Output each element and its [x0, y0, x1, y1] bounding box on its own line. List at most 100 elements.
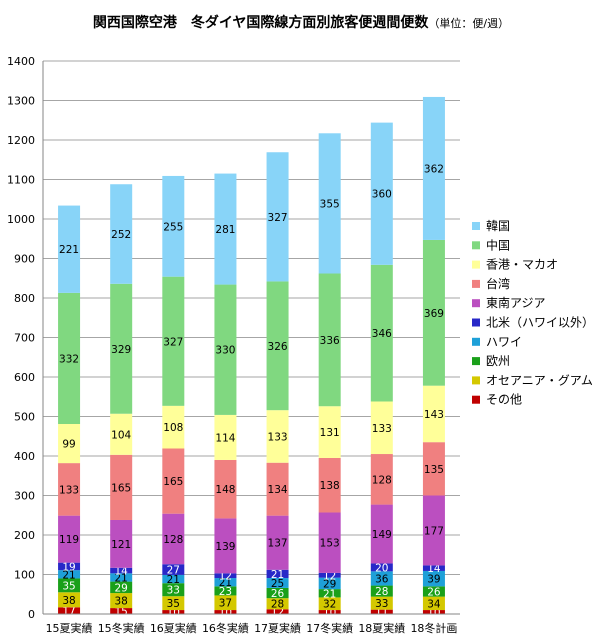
bar-segment: [110, 573, 133, 582]
data-label: 336: [320, 335, 340, 347]
data-label: 39: [427, 574, 440, 586]
bar-segment: [162, 276, 185, 406]
bar-segment: [58, 562, 81, 571]
bar-segment: [422, 239, 445, 386]
y-tick-label: 900: [14, 253, 35, 266]
y-tick-label: 300: [14, 490, 35, 503]
y-tick-label: 200: [14, 529, 35, 542]
bar-segment: [266, 281, 289, 411]
bar-segment: [58, 424, 81, 464]
legend-swatch: [472, 318, 480, 327]
bar-segment: [266, 598, 289, 610]
legend-label: 東南アジア: [486, 295, 546, 310]
data-label: 327: [268, 212, 288, 224]
bar-segment: [58, 463, 81, 516]
data-label: 29: [323, 578, 336, 590]
data-label: 37: [219, 598, 232, 610]
data-label: 33: [375, 598, 388, 610]
bar-segment: [422, 442, 445, 496]
data-label: 133: [372, 423, 392, 435]
data-label: 21: [271, 569, 284, 581]
bar-segment: [162, 175, 185, 277]
data-label: 14: [427, 563, 441, 575]
bar-segment: [318, 273, 341, 407]
bar-segment: [214, 414, 237, 460]
data-label: 119: [59, 534, 79, 546]
bar-segment: [214, 573, 237, 579]
data-label: 329: [111, 344, 131, 356]
legend-swatch: [472, 279, 480, 288]
data-label: 36: [375, 573, 389, 585]
data-label: 131: [320, 427, 340, 439]
data-label: 99: [62, 439, 75, 451]
bar-segment: [162, 564, 185, 575]
bar-segment: [318, 512, 341, 573]
bar-segment: [370, 264, 393, 402]
bar-segment: [110, 581, 133, 594]
data-label: 133: [59, 484, 79, 496]
data-label: 148: [215, 484, 235, 496]
bar-segment: [422, 570, 445, 587]
x-tick-label: 17冬実績: [306, 621, 353, 635]
data-label: 21: [219, 577, 232, 589]
data-label: 14: [115, 566, 129, 578]
bar-segment: [162, 513, 185, 565]
bar-segment: [422, 495, 445, 566]
legend-swatch: [472, 337, 480, 346]
bar-segment: [214, 610, 237, 614]
y-tick-label: 1100: [7, 174, 35, 187]
y-tick-label: 800: [14, 292, 35, 305]
bar-segment: [266, 578, 289, 588]
data-label: 138: [320, 480, 340, 492]
data-label: 15: [115, 606, 128, 618]
data-label: 165: [111, 482, 131, 494]
bar-segment: [214, 459, 237, 519]
data-label: 177: [424, 525, 444, 537]
data-label: 28: [375, 586, 388, 598]
data-label: 143: [424, 409, 444, 421]
bar-segment: [318, 572, 341, 578]
data-label: 34: [427, 598, 441, 610]
chart-title: 関西国際空港 冬ダイヤ国際線方面別旅客便週間便数（単位：便/週）: [0, 12, 602, 32]
data-label: 114: [215, 432, 235, 444]
bar-segment: [422, 385, 445, 443]
bar-segment: [110, 608, 133, 614]
bar-segment: [266, 515, 289, 570]
x-tick-label: 15冬実績: [98, 621, 145, 635]
gridlines: [43, 60, 460, 615]
bar-segment: [370, 596, 393, 610]
y-tick-label: 100: [14, 569, 35, 582]
data-label: 23: [219, 586, 232, 598]
bar-segment: [58, 578, 81, 593]
data-label: 133: [268, 431, 288, 443]
data-label: 38: [62, 595, 75, 607]
data-label: 26: [271, 588, 285, 600]
data-label: 346: [372, 328, 392, 340]
y-tick-label: 0: [28, 608, 35, 621]
data-label: 21: [62, 569, 75, 581]
bar-segment: [318, 577, 341, 590]
bar-segment: [214, 578, 237, 587]
data-label: 137: [268, 538, 288, 550]
data-label: 332: [59, 353, 79, 365]
legend-label: 欧州: [486, 354, 510, 368]
bar-segment: [110, 283, 133, 414]
legend-label: 北米（ハワイ以外）: [486, 316, 594, 330]
data-label: 281: [215, 224, 235, 236]
bar-segment: [422, 96, 445, 240]
bar-segment: [318, 610, 341, 614]
data-label: 29: [115, 582, 128, 594]
title-text: 関西国際空港 冬ダイヤ国際線方面別旅客便週間便数: [92, 15, 429, 31]
bar-segment: [110, 567, 133, 574]
data-label: 35: [167, 598, 180, 610]
bar-segment: [318, 589, 341, 598]
bar-segment: [370, 609, 393, 614]
data-label: 255: [163, 221, 183, 233]
bar-segment: [214, 586, 237, 596]
bar-segment: [58, 205, 81, 293]
data-label: 28: [271, 599, 284, 611]
data-label: 12: [323, 570, 336, 582]
y-axis: 0 100 200 300 400 500 600 700 800 900 1000 1100 1200…: [7, 55, 44, 621]
data-label: 327: [163, 336, 183, 348]
